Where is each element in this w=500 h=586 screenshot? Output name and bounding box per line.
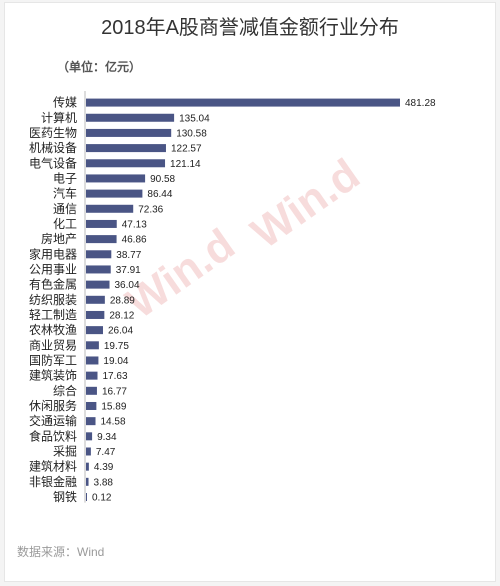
bar [86,401,97,410]
category-label: 休闲服务 [29,398,77,413]
value-label: 121.14 [170,159,201,170]
bar [86,447,91,456]
value-label: 28.89 [110,295,135,306]
category-label: 通信 [53,202,77,216]
category-label: 医药生物 [29,126,77,140]
category-label: 机械设备 [29,140,77,155]
category-label: 建筑装饰 [29,368,77,383]
value-label: 19.04 [103,356,128,367]
value-label: 28.12 [109,310,134,321]
category-label: 房地产 [41,231,77,246]
value-label: 4.39 [94,462,114,473]
value-label: 130.58 [176,128,207,139]
bar [86,371,98,380]
bar [86,432,93,441]
bar [86,417,96,426]
category-label: 有色金属 [29,277,77,292]
bar [86,250,112,259]
category-label: 轻工制造 [29,308,77,322]
bar [86,128,172,137]
value-label: 15.89 [101,401,126,412]
bar [86,477,89,486]
category-label: 传媒 [53,95,77,110]
category-label: 化工 [53,217,77,231]
bar [86,493,87,502]
value-label: 16.77 [102,386,127,397]
bar [86,462,89,471]
category-label: 食品饮料 [29,428,77,443]
bar [86,113,175,122]
value-label: 86.44 [147,189,172,200]
value-label: 72.36 [138,204,163,215]
category-label: 电气设备 [29,155,77,170]
value-label: 90.58 [150,174,175,185]
category-label: 交通运输 [29,413,77,428]
category-label: 纺织服装 [29,293,77,307]
value-label: 14.58 [101,417,126,428]
category-label: 公用事业 [29,262,77,276]
bar [86,219,117,228]
category-label: 电子 [53,171,77,185]
source-note: 数据来源：Wind [17,545,105,559]
bar [86,295,105,304]
value-label: 17.63 [103,371,128,382]
value-label: 0.12 [92,493,112,504]
value-label: 19.75 [104,341,129,352]
bar [86,144,166,153]
chart-title: 2018年A股商誉减值金额行业分布 [101,17,399,39]
category-label: 商业贸易 [29,337,77,352]
category-label: 计算机 [41,110,77,125]
bar [86,280,110,289]
bar [86,386,97,395]
category-label: 钢铁 [53,490,77,504]
value-label: 122.57 [171,144,202,155]
bar [86,235,117,244]
unit-label: （单位：亿元） [57,60,142,74]
category-label: 国防军工 [29,352,77,367]
value-label: 36.04 [115,280,140,291]
value-label: 26.04 [108,326,133,337]
watermark-text: Win.d [243,150,369,259]
bar [86,356,99,365]
value-label: 7.47 [96,447,116,458]
value-label: 38.77 [116,250,141,261]
bar [86,174,146,183]
category-label: 采掘 [53,443,77,458]
bar [86,204,134,213]
bar [86,326,103,335]
bar [86,189,143,198]
bar [86,98,400,107]
bar [86,159,166,168]
category-label: 家用电器 [29,246,77,261]
category-label: 农林牧渔 [29,323,77,337]
value-label: 37.91 [116,265,141,276]
value-label: 481.28 [405,98,436,109]
category-label: 综合 [53,383,77,398]
value-label: 9.34 [97,432,117,443]
value-label: 46.86 [122,235,147,246]
bar [86,265,111,274]
value-label: 47.13 [122,219,147,230]
category-label: 建筑材料 [29,459,77,474]
category-label: 非银金融 [29,474,77,489]
bar [86,310,105,319]
bar [86,341,99,350]
category-label: 汽车 [53,186,77,201]
value-label: 135.04 [179,113,210,124]
value-label: 3.88 [94,477,114,488]
